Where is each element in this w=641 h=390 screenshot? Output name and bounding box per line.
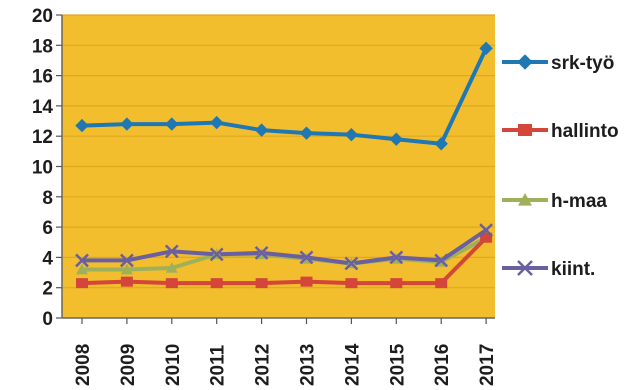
legend-marker-kiint.: [517, 260, 533, 276]
legend-label-kiint.: kiint.: [551, 259, 595, 280]
data-point-hallinto-2011: [210, 278, 223, 289]
series-line-hallinto: [80, 235, 489, 286]
legend-marker-h-maa: [518, 193, 532, 206]
data-point-kiint.-2015: [389, 250, 404, 265]
x-tick-label-2013: 2013: [298, 344, 319, 386]
data-point-srk-työ-2013: [299, 126, 314, 140]
data-point-srk-työ-2016: [434, 137, 448, 151]
data-point-kiint.-2010-stroke-b: [164, 244, 179, 259]
data-point-hallinto-2010: [165, 278, 178, 289]
x-tick-label-2008: 2008: [73, 344, 94, 386]
legend: srk-työ hallinto h-maa kiint.: [502, 53, 619, 280]
data-point-h-maa-2008: [76, 263, 88, 275]
data-point-kiint.-2014-stroke-b: [344, 256, 359, 271]
legend-marker-kiint.-stroke-b: [517, 260, 533, 276]
data-point-kiint.-2012-stroke-b: [254, 245, 269, 260]
data-point-srk-työ-2008: [75, 118, 89, 133]
y-tick-label-8: 8: [42, 188, 53, 209]
x-tick-label-2009: 2009: [118, 344, 139, 386]
y-tick-label-2: 2: [42, 279, 53, 300]
x-tick-label-2014: 2014: [342, 343, 363, 386]
data-point-h-maa-2009: [120, 263, 133, 275]
data-point-kiint.-2013: [299, 250, 314, 265]
data-point-hallinto-2015: [390, 278, 403, 289]
legend-label-h-maa: h-maa: [551, 191, 607, 212]
data-point-kiint.-2008-stroke-b: [75, 253, 89, 268]
data-point-srk-työ-2015: [389, 132, 404, 146]
data-point-srk-työ-2014: [344, 127, 359, 142]
x-tick-label-2016: 2016: [432, 344, 453, 386]
series-line-kiint.: [80, 228, 489, 266]
data-point-h-maa-2010: [165, 262, 178, 273]
data-point-srk-työ-2012: [254, 123, 269, 137]
y-tick-label-20: 20: [32, 6, 53, 27]
axes: [56, 14, 495, 324]
y-tick-label-10: 10: [32, 158, 53, 179]
data-point-srk-työ-2011: [209, 115, 224, 130]
data-point-hallinto-2017: [480, 232, 493, 243]
x-axis-tick-labels: 2008 2009 2010 2011 2012 2013 2014 2015 2016 2017: [73, 343, 498, 386]
y-tick-label-6: 6: [42, 218, 53, 239]
series-line-srk-työ: [80, 46, 489, 146]
y-tick-label-18: 18: [32, 36, 53, 57]
data-point-srk-työ-2017: [479, 41, 493, 56]
y-tick-label-16: 16: [32, 67, 53, 88]
data-point-kiint.-2011: [209, 247, 224, 262]
data-point-kiint.-2010: [164, 244, 179, 259]
data-point-hallinto-2014: [345, 278, 358, 289]
data-point-srk-työ-2010: [165, 117, 179, 131]
legend-label-hallinto: hallinto: [551, 121, 619, 142]
series-lines: [80, 46, 489, 286]
data-point-kiint.-2017-stroke-b: [479, 223, 493, 238]
data-point-kiint.-2015-stroke-b: [389, 250, 404, 265]
data-point-hallinto-2016: [435, 278, 448, 289]
x-tick-label-2017: 2017: [477, 344, 498, 386]
x-tick-label-2011: 2011: [208, 344, 229, 386]
data-point-hallinto-2008: [76, 278, 88, 289]
data-point-kiint.-2012: [254, 245, 269, 260]
y-tick-label-4: 4: [42, 248, 53, 269]
x-tick-label-2010: 2010: [163, 344, 184, 386]
data-point-kiint.-2013-stroke-b: [299, 250, 314, 265]
legend-marker-srk-työ: [517, 54, 533, 70]
data-point-hallinto-2009: [120, 276, 133, 287]
y-tick-label-12: 12: [32, 127, 53, 148]
data-point-kiint.-2016-stroke-b: [434, 253, 449, 268]
x-tick-label-2015: 2015: [387, 343, 408, 386]
data-point-kiint.-2009: [120, 253, 134, 268]
data-point-hallinto-2012: [255, 278, 268, 289]
data-point-kiint.-2011-stroke-b: [209, 247, 224, 262]
data-point-hallinto-2013: [300, 276, 313, 287]
y-axis-tick-labels: 0 2 4 6 8 10 12 14 16 18 20: [32, 6, 54, 330]
y-tick-label-0: 0: [42, 309, 53, 330]
legend-marker-hallinto: [518, 124, 532, 136]
series-markers: [75, 41, 493, 289]
data-point-srk-työ-2009: [120, 117, 134, 131]
y-tick-label-14: 14: [32, 97, 54, 118]
data-point-kiint.-2008: [75, 253, 89, 268]
data-point-kiint.-2016: [434, 253, 449, 268]
x-tick-label-2012: 2012: [253, 344, 274, 386]
data-point-kiint.-2014: [344, 256, 359, 271]
data-point-kiint.-2009-stroke-b: [120, 253, 134, 268]
legend-label-srk-työ: srk-työ: [551, 53, 614, 74]
data-point-kiint.-2017: [479, 223, 493, 238]
